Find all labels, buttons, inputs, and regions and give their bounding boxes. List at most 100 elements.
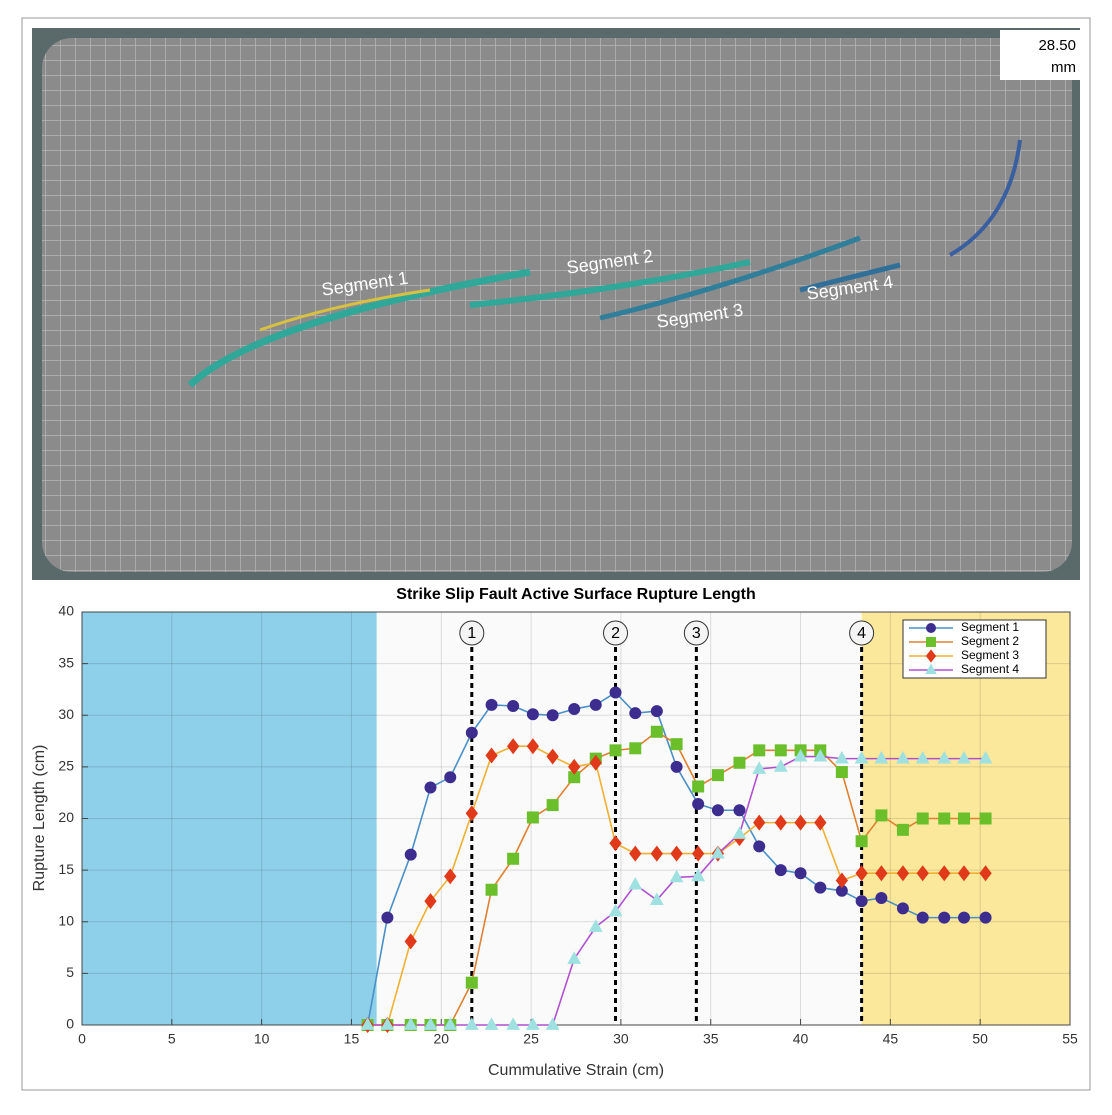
point [958, 911, 971, 924]
point [835, 766, 848, 779]
point [896, 750, 910, 764]
point [568, 758, 581, 775]
point [423, 1017, 438, 1030]
point [546, 709, 559, 722]
fault-trace [187, 268, 531, 388]
fault-trace [799, 262, 901, 293]
point [875, 892, 888, 905]
point [814, 814, 827, 831]
plot-frame [81, 611, 1071, 1026]
point [380, 1017, 395, 1030]
point [692, 780, 705, 793]
point [507, 852, 520, 865]
x-tick-label: 10 [254, 1031, 270, 1047]
point [629, 845, 642, 862]
x-tick-label: 20 [433, 1031, 449, 1047]
point [774, 744, 787, 757]
point [526, 811, 539, 824]
point [360, 1017, 375, 1030]
x-axis-label: Cummulative Strain (cm) [488, 1062, 664, 1079]
event-label: 2 [611, 625, 620, 642]
legend-marker [925, 663, 937, 675]
point [465, 805, 478, 822]
y-tick-label: 35 [58, 654, 74, 670]
point [938, 911, 951, 924]
y-tick-label: 25 [58, 758, 74, 774]
point [650, 845, 663, 862]
event-badge [683, 620, 709, 646]
point [404, 848, 417, 861]
point [629, 707, 642, 720]
point [589, 698, 602, 711]
point [609, 835, 622, 852]
scale-box [1000, 30, 1080, 80]
point [628, 876, 643, 890]
point [691, 868, 706, 882]
point [874, 750, 889, 764]
event-label: 3 [692, 625, 701, 642]
photo: Segment 1 Segment 2 Segment 3 Segment 4 … [32, 28, 1080, 580]
point [424, 781, 437, 794]
point [774, 814, 787, 831]
event-badge [849, 620, 875, 646]
point [896, 865, 910, 882]
event-badge [459, 620, 485, 646]
point [546, 748, 559, 765]
point [834, 750, 849, 764]
point [711, 804, 724, 817]
event-label: 4 [857, 625, 866, 642]
point [649, 892, 664, 905]
point [732, 826, 747, 839]
event-badge [603, 620, 629, 646]
point [979, 812, 992, 825]
x-tick-label: 15 [344, 1031, 360, 1047]
point [465, 726, 478, 739]
point [938, 812, 951, 825]
point [525, 1017, 540, 1030]
point [814, 881, 827, 894]
y-tick-label: 0 [66, 1016, 74, 1032]
point [855, 895, 868, 908]
point [608, 903, 623, 917]
point [609, 686, 622, 699]
legend-label: Segment 4 [961, 662, 1019, 676]
point [773, 759, 788, 772]
x-tick-label: 50 [972, 1031, 988, 1047]
point [753, 744, 766, 757]
x-tick-label: 5 [168, 1031, 176, 1047]
point [855, 865, 868, 882]
point [444, 771, 457, 784]
y-tick-label: 20 [58, 809, 74, 825]
point [835, 872, 848, 889]
point [937, 750, 952, 764]
x-tick-label: 35 [703, 1031, 719, 1047]
point [609, 744, 622, 757]
scale-unit: mm [1051, 59, 1076, 76]
x-tick-label: 45 [883, 1031, 899, 1047]
x-tick-label: 0 [78, 1031, 86, 1047]
event-label: 1 [467, 625, 476, 642]
y-tick-label: 15 [58, 861, 74, 877]
point [506, 738, 520, 755]
point [588, 919, 603, 932]
point [733, 804, 746, 817]
scale-value: 28.50 [1038, 37, 1076, 54]
fault-trace [599, 235, 861, 321]
point [404, 933, 417, 950]
point [650, 705, 663, 718]
y-axis-label: Rupture Length (cm) [31, 745, 48, 892]
point [733, 756, 746, 769]
point [526, 738, 540, 755]
x-tick-label: 30 [613, 1031, 629, 1047]
point [978, 750, 993, 764]
point [464, 1017, 479, 1030]
x-tick-label: 40 [793, 1031, 809, 1047]
legend-marker [926, 623, 936, 633]
point [443, 1017, 458, 1030]
point [485, 747, 498, 764]
fault-trace [259, 288, 431, 332]
point [403, 1017, 418, 1030]
